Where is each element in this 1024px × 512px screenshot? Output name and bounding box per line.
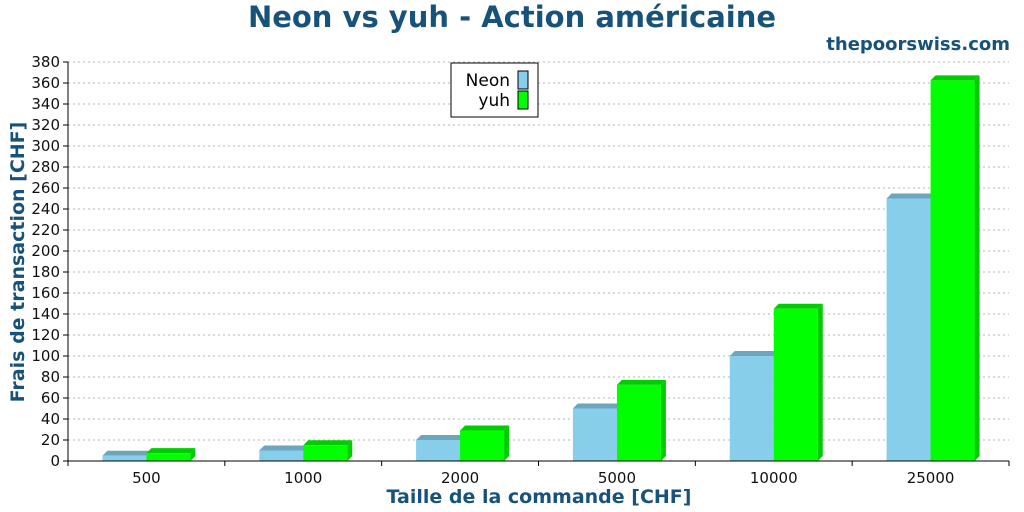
- bar-top: [259, 445, 309, 451]
- y-tick-label: 300: [31, 137, 60, 155]
- bar-side: [347, 440, 353, 461]
- y-tick-label: 20: [41, 431, 60, 449]
- y-tick-label: 320: [31, 116, 60, 134]
- y-tick-label: 140: [31, 305, 60, 323]
- bar-yuh-25000: [930, 75, 980, 461]
- bar-neon-5000: [572, 403, 622, 461]
- bar-yuh-5000: [616, 379, 666, 461]
- bars-layer: [102, 75, 980, 461]
- bar-front: [773, 308, 818, 461]
- bar-front: [930, 80, 975, 461]
- legend-label-neon: Neon: [466, 71, 510, 91]
- y-tick-label: 220: [31, 221, 60, 239]
- x-tick-label: 2000: [441, 469, 479, 487]
- bar-front: [303, 445, 348, 461]
- bar-neon-25000: [886, 193, 936, 461]
- bar-top: [146, 448, 196, 454]
- y-tick-label: 380: [31, 53, 60, 71]
- bar-front: [460, 430, 505, 461]
- legend-swatch-yuh: [517, 90, 529, 110]
- chart-title: Neon vs yuh - Action américaine: [247, 0, 777, 34]
- y-tick-label: 280: [31, 158, 60, 176]
- bar-top: [773, 303, 823, 309]
- bar-yuh-2000: [460, 425, 510, 461]
- y-tick-label: 100: [31, 347, 60, 365]
- y-axis-title: Frais de transaction [CHF]: [7, 122, 29, 403]
- x-axis-title: Taille de la commande [CHF]: [387, 486, 692, 508]
- y-tick-label: 180: [31, 263, 60, 281]
- y-tick-label: 200: [31, 242, 60, 260]
- bar-front: [146, 453, 191, 461]
- y-tick-label: 340: [31, 95, 60, 113]
- bar-front: [102, 455, 147, 461]
- bar-top: [930, 75, 980, 81]
- legend-label-yuh: yuh: [478, 91, 510, 111]
- y-tick-label: 260: [31, 179, 60, 197]
- bar-side: [817, 303, 823, 461]
- bar-neon-1000: [259, 445, 309, 461]
- source-label: thepoorswiss.com: [826, 34, 1010, 55]
- bar-front: [729, 356, 774, 461]
- bar-side: [504, 425, 510, 461]
- bar-side: [190, 448, 196, 461]
- bar-yuh-1000: [303, 440, 353, 461]
- y-tick-label: 80: [41, 368, 60, 386]
- ticks-layer: 0 20 40 60 80 100 120 140 160 180 200 220 240 260 280 3…: [31, 53, 1010, 487]
- bar-top: [102, 450, 152, 456]
- bar-front: [886, 198, 931, 461]
- bar-front: [259, 450, 304, 461]
- bar-front: [572, 408, 617, 461]
- bar-side: [660, 379, 666, 461]
- x-tick-label: 5000: [598, 469, 636, 487]
- bar-top: [460, 425, 510, 431]
- y-tick-label: 120: [31, 326, 60, 344]
- bar-top: [729, 351, 779, 356]
- x-tick-label: 1000: [284, 469, 322, 487]
- bar-neon-500: [102, 450, 152, 461]
- y-tick-label: 60: [41, 389, 60, 407]
- y-tick-label: 360: [31, 74, 60, 92]
- bar-top: [572, 403, 622, 409]
- y-tick-label: 0: [50, 452, 60, 470]
- bar-side: [974, 75, 980, 461]
- bar-top: [616, 379, 666, 385]
- y-tick-label: 240: [31, 200, 60, 218]
- grid-layer: [68, 61, 1009, 441]
- legend-swatch-neon: [517, 70, 529, 90]
- x-tick-label: 25000: [907, 469, 955, 487]
- y-tick-label: 160: [31, 284, 60, 302]
- bar-yuh-10000: [773, 303, 823, 461]
- x-tick-label: 500: [132, 469, 161, 487]
- axes-layer: [67, 62, 1009, 462]
- bar-top: [886, 193, 936, 199]
- bar-front: [416, 440, 461, 461]
- x-tick-label: 10000: [750, 469, 798, 487]
- y-tick-label: 40: [41, 410, 60, 428]
- bar-front: [616, 384, 661, 461]
- bar-top: [303, 440, 353, 446]
- bar-neon-2000: [416, 435, 466, 461]
- bar-top: [416, 435, 466, 440]
- bar-yuh-500: [146, 448, 196, 461]
- bar-neon-10000: [729, 351, 779, 461]
